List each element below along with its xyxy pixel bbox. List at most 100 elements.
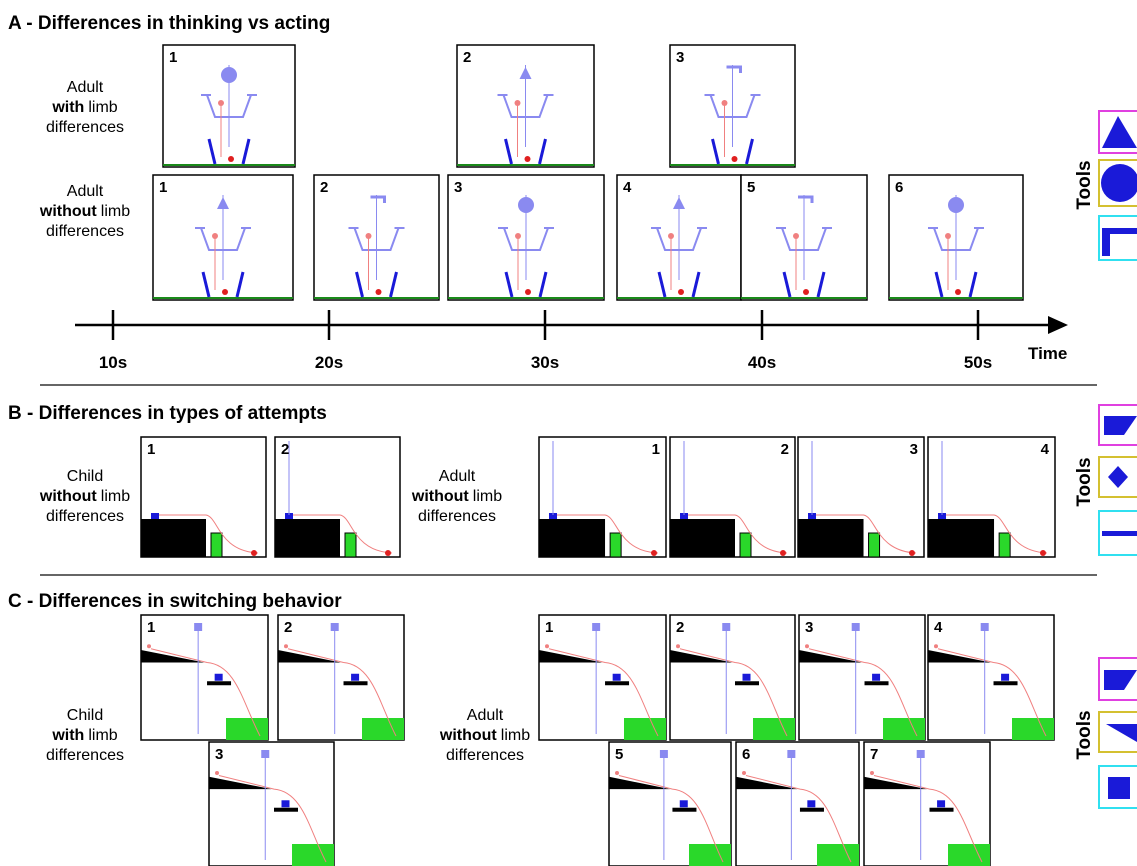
ball [1040, 550, 1046, 556]
tool [917, 750, 925, 758]
frame: 7 [864, 742, 990, 866]
ball [909, 550, 915, 556]
block [275, 519, 340, 557]
tool [331, 623, 339, 631]
block-target [282, 800, 290, 807]
timeline-label: Time [1028, 344, 1067, 363]
frame: 4 [617, 175, 741, 300]
row-label: Child [67, 468, 103, 485]
row-label: withoutlimb [39, 203, 130, 220]
start [615, 771, 619, 775]
row-label: Adult [439, 468, 476, 485]
frame-number: 2 [320, 179, 328, 196]
goal [624, 718, 666, 740]
start [545, 644, 549, 648]
start [742, 771, 746, 775]
frame: 1 [163, 45, 295, 167]
start [284, 644, 288, 648]
row-label: differences [46, 223, 124, 240]
tool [518, 197, 534, 213]
target [668, 233, 674, 239]
timeline-tick-label: 10s [99, 353, 127, 372]
tools-label: Tools [1074, 457, 1095, 506]
frame-number: 2 [463, 49, 471, 66]
label-part: Adult [467, 707, 504, 724]
start [676, 644, 680, 648]
frame: 2 [670, 615, 795, 740]
figure: A - Differences in thinking vs actingToo… [0, 0, 1137, 866]
platform [605, 681, 629, 685]
label-part: differences [46, 508, 124, 525]
timeline-tick-label: 50s [964, 353, 992, 372]
label-part: limb [473, 488, 502, 505]
target [515, 233, 521, 239]
tool [592, 623, 600, 631]
label-part: limb [501, 727, 530, 744]
tool [852, 623, 860, 631]
frame-number: 3 [910, 441, 918, 458]
goal [948, 844, 990, 866]
platform [735, 681, 759, 685]
block-target [872, 674, 880, 681]
tool [151, 513, 159, 519]
start [805, 644, 809, 648]
frame: 5 [741, 175, 867, 300]
goal [211, 533, 222, 557]
target [793, 233, 799, 239]
block [928, 519, 994, 557]
frame: 4 [928, 615, 1054, 740]
row-label: Child [67, 707, 103, 724]
frame: 2 [278, 615, 404, 740]
tool [787, 750, 795, 758]
frame: 6 [889, 175, 1023, 300]
row-label: withoutlimb [439, 727, 530, 744]
tool [261, 750, 269, 758]
timeline-tick-label: 20s [315, 353, 343, 372]
frame: 3 [798, 437, 924, 557]
platform [672, 808, 696, 812]
ball [251, 550, 257, 556]
label-part: limb [88, 99, 117, 116]
platform [994, 681, 1018, 685]
label-part: with [51, 99, 84, 116]
frame: 3 [799, 615, 925, 740]
label-part: differences [46, 223, 124, 240]
block-target [680, 800, 688, 807]
ball [385, 550, 391, 556]
label-part: without [39, 203, 98, 220]
tools-c [1099, 658, 1137, 808]
timeline-tick-label: 30s [531, 353, 559, 372]
frame: 4 [928, 437, 1055, 557]
tools-b [1099, 405, 1137, 555]
goal [610, 533, 621, 557]
ball [525, 289, 531, 295]
frame-number: 2 [281, 441, 289, 458]
row-label: differences [418, 508, 496, 525]
row-label: Adult [67, 79, 104, 96]
row-label: withoutlimb [411, 488, 502, 505]
label-part: Adult [67, 79, 104, 96]
platform [274, 808, 298, 812]
goal [226, 718, 268, 740]
frame: 3 [209, 742, 334, 866]
frame: 1 [539, 615, 666, 740]
frame: 1 [141, 437, 266, 557]
platform [207, 681, 231, 685]
platform [800, 808, 824, 812]
target [218, 100, 224, 106]
ball [732, 156, 738, 162]
tool [722, 623, 730, 631]
platform [865, 681, 889, 685]
frame-number: 4 [623, 179, 632, 196]
goal [883, 718, 925, 740]
goal [999, 533, 1010, 557]
block-target [743, 674, 751, 681]
frame: 2 [275, 437, 400, 557]
goal [345, 533, 356, 557]
ball [651, 550, 657, 556]
frame-number: 6 [895, 179, 903, 196]
label-part: Adult [439, 468, 476, 485]
frame-number: 3 [676, 49, 684, 66]
